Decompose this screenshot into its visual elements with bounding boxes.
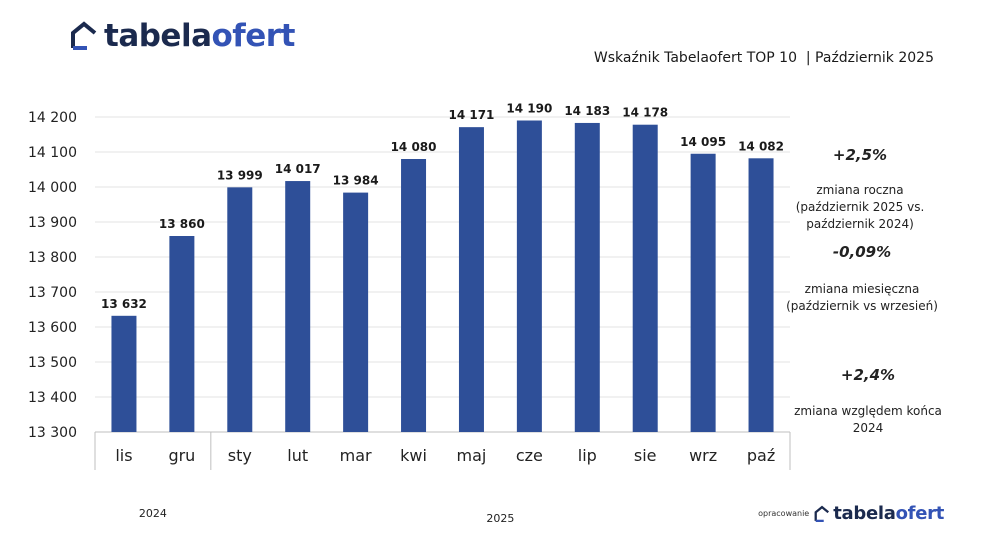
- bar-lis: [111, 315, 137, 432]
- stat-yearly-value: +2,5%: [832, 146, 888, 164]
- data-label-sie: 14 178: [622, 106, 668, 120]
- y-tick-label: 13 400: [28, 390, 77, 406]
- year-group-label: 2024: [139, 507, 167, 520]
- x-tick-label-lip: lip: [578, 446, 597, 465]
- stat-yearly-desc-line3: październik 2024): [806, 217, 914, 231]
- y-tick-label: 13 900: [28, 215, 77, 231]
- stat-monthly-desc-line1: zmiana miesięczna: [804, 282, 920, 296]
- x-tick-label-sty: sty: [228, 446, 252, 465]
- logo-text-accent: ofert: [211, 18, 296, 54]
- chart-title: Wskaźnik Tabelaofert TOP 10 | Październi…: [593, 50, 934, 66]
- data-label-cze: 14 190: [506, 102, 552, 116]
- x-tick-label-kwi: kwi: [400, 446, 427, 465]
- data-label-paź: 14 082: [738, 139, 784, 153]
- x-tick-label-lut: lut: [287, 446, 308, 465]
- x-tick-label-wrz: wrz: [689, 446, 717, 465]
- bar-cze: [516, 120, 542, 432]
- y-tick-label: 13 700: [28, 285, 77, 301]
- bar-gru: [169, 236, 195, 432]
- bar-mar: [343, 192, 369, 432]
- stat-yearly-desc-line1: zmiana roczna: [816, 183, 904, 197]
- stat-monthly-change: -0,09% zmiana miesięczna (październik vs…: [762, 243, 962, 315]
- stat-monthly-value: -0,09%: [832, 243, 892, 261]
- stat-since-end-2024-desc-line2: 2024: [852, 421, 884, 435]
- stat-yearly-change: +2,5% zmiana roczna (październik 2025 vs…: [760, 146, 960, 233]
- house-roof-icon: [71, 21, 97, 50]
- bar-maj: [458, 127, 484, 433]
- data-label-sty: 13 999: [217, 168, 263, 182]
- data-label-mar: 13 984: [333, 174, 379, 188]
- house-roof-icon: [814, 505, 830, 522]
- stat-monthly-desc-line2: (październik vs wrzesień): [786, 299, 938, 313]
- x-tick-label-cze: cze: [516, 446, 543, 465]
- y-tick-label: 13 500: [28, 355, 77, 371]
- footer-caption: opracowanie: [758, 509, 810, 518]
- data-label-lis: 13 632: [101, 297, 147, 311]
- stat-since-end-2024-value: +2,4%: [840, 366, 896, 384]
- y-tick-label: 14 200: [28, 110, 77, 126]
- stat-since-end-2024-desc-line1: zmiana względem końca: [794, 404, 942, 418]
- y-tick-label: 13 300: [28, 425, 77, 441]
- x-tick-label-mar: mar: [340, 446, 372, 465]
- logo-text-primary: tabela: [104, 18, 212, 54]
- y-tick-label: 13 800: [28, 250, 77, 266]
- x-tick-label-gru: gru: [168, 446, 195, 465]
- bar-paź: [748, 158, 774, 433]
- bar-kwi: [401, 159, 427, 432]
- stat-yearly-desc-line2: (październik 2025 vs.: [795, 200, 925, 214]
- bar-lut: [285, 181, 311, 432]
- y-tick-label: 13 600: [28, 320, 77, 336]
- footer-logo-text-accent: ofert: [895, 503, 945, 524]
- bar-sty: [227, 187, 253, 432]
- data-label-kwi: 14 080: [391, 140, 437, 154]
- stat-since-end-2024: +2,4% zmiana względem końca 2024: [768, 366, 968, 437]
- x-tick-label-sie: sie: [634, 446, 657, 465]
- x-tick-label-paź: paź: [747, 446, 775, 465]
- data-label-wrz: 14 095: [680, 135, 726, 149]
- data-label-lut: 14 017: [275, 162, 321, 176]
- x-tick-label-lis: lis: [115, 446, 132, 465]
- x-tick-label-maj: maj: [457, 446, 487, 465]
- data-label-maj: 14 171: [448, 108, 494, 122]
- data-label-gru: 13 860: [159, 217, 205, 231]
- footer-logo-text-primary: tabela: [833, 503, 896, 524]
- y-tick-label: 14 100: [28, 145, 77, 161]
- bar-wrz: [690, 153, 716, 432]
- data-label-lip: 14 183: [564, 104, 610, 118]
- brand-logo: tabela ofert: [70, 18, 295, 54]
- footer-credit: opracowanie tabela ofert: [758, 503, 944, 524]
- bar-sie: [632, 124, 658, 432]
- y-tick-label: 14 000: [28, 180, 77, 196]
- year-group-label: 2025: [486, 512, 514, 525]
- bar-lip: [574, 122, 600, 432]
